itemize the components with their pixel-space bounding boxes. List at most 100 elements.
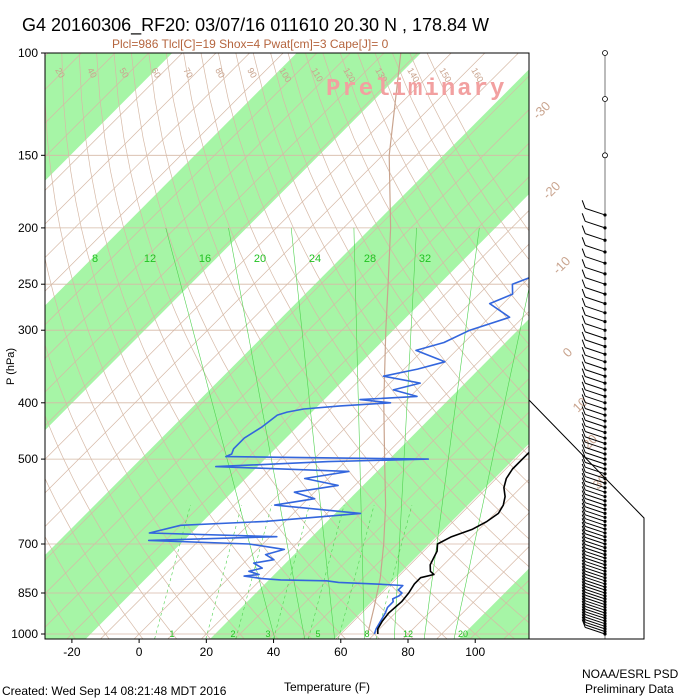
wind-barb [585,544,606,552]
wind-barb-flag [581,449,586,458]
green-bands [45,53,529,639]
wind-barb [585,207,606,216]
wind-barb-flag [581,549,586,559]
isotherm-line [45,142,529,628]
wind-barb [585,331,606,339]
dry-adiabat-line [252,53,529,512]
wind-barb [585,613,606,622]
wind-barb-column [528,50,645,640]
wind-barb-base [603,605,607,610]
dry-adiabat-line [409,53,529,261]
moist-adiabat-line [453,287,529,639]
dry-adiabat-line [374,53,529,317]
wind-barb-flag [581,269,586,278]
wind-barb [585,616,606,625]
wind-barb-base [603,311,607,315]
y-tick-label: 850 [18,586,38,600]
wind-barb [585,401,606,410]
wind-barb-flag [581,237,586,246]
wind-barb-base [603,549,607,553]
wind-barb-base [603,481,607,485]
x-tick-label: 40 [267,645,281,659]
wind-barb [585,585,606,594]
wind-barb-flag [581,546,586,555]
wind-barb [585,266,606,275]
wind-barb-base [603,413,607,417]
dry-adiabat-line [200,53,529,596]
wind-barb-base [603,272,607,276]
wind-barb-base [603,476,607,481]
isotherm-label: 10 [570,394,591,415]
wind-barb-base [603,499,607,503]
wind-barb [585,436,606,444]
wind-barb-base [603,436,607,440]
wind-barb [585,395,606,404]
wind-barb [585,591,606,600]
wind-barb [585,550,606,559]
isotherm-line [45,53,452,460]
wind-barb [585,362,606,370]
wind-barb-base [603,619,607,623]
wind-barb [585,518,606,526]
x-tick-label: 100 [465,645,485,659]
right-frame-lower [528,399,645,640]
wind-barb-flag [581,361,586,370]
dry-adiabat-label: 40 [85,66,99,80]
wind-barb-flag [581,394,586,403]
wind-barb-base [603,611,607,615]
wind-barb [585,506,606,514]
wind-barb-base [603,494,607,499]
wind-barb-flag [581,566,586,575]
wind-barb-flag [581,354,586,363]
wind-barb-flag [581,434,586,443]
dry-adiabat-label: 90 [245,66,259,80]
wind-barb [585,525,606,534]
wind-barb [585,413,606,422]
wind-barb [585,533,606,541]
wind-barb [585,441,606,450]
wind-barb-flag [581,468,586,477]
wind-barb-flag [581,298,586,307]
wind-barb-flag [581,603,586,612]
dry-adiabat-line [61,53,313,639]
wind-barb [585,554,606,562]
wind-barb [585,466,606,475]
moist-adiabat-line [353,227,365,639]
wind-barb-base [603,602,607,607]
dry-adiabat-line [235,53,529,540]
wind-barb [585,624,606,632]
wind-barb [585,573,606,582]
wind-barb-base [603,545,607,550]
moist-adiabat-line [423,227,480,639]
wind-barb-flag [581,375,586,384]
isotherm-line [45,53,385,393]
wind-barb [585,626,606,635]
wind-barb-base [603,381,607,385]
wind-barb [585,314,606,323]
wind-barb-flag [581,423,586,432]
dry-adiabat-line [183,53,529,624]
wind-barb-flag [581,532,586,542]
wind-barb-base [603,563,607,567]
wind-barb [585,339,606,347]
wind-barb-flag [581,569,586,578]
wind-barb [585,476,606,484]
isotherm-line [605,53,700,639]
mixing-ratio-line [338,505,375,639]
dry-adiabat-line [0,53,8,639]
wind-barb-base [603,531,607,535]
wind-barb-flag [581,598,586,607]
wind-calm-marker [602,50,608,56]
wind-barb-base [603,430,607,435]
wind-barb-base [603,556,607,560]
wind-barb-flag [581,518,586,527]
wind-barb-flag [581,584,586,593]
dry-adiabat-line [218,53,529,568]
wind-barb-flag [581,472,586,482]
isotherm-label: 0 [560,344,576,360]
wind-barb-flag [581,529,586,538]
temperature-profile [376,451,529,634]
wind-barb [585,536,606,545]
dry-adiabat-line [392,53,529,289]
wind-barb-flag [581,323,586,333]
